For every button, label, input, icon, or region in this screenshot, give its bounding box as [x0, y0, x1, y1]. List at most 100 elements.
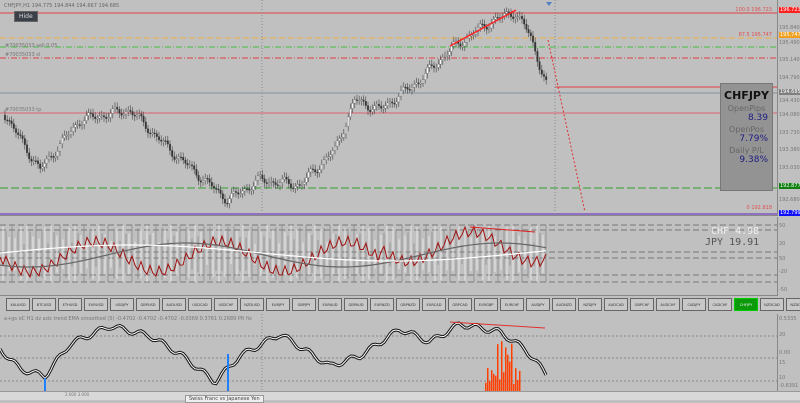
candle [191, 164, 193, 167]
candle [158, 136, 160, 141]
candle [345, 126, 347, 135]
price-chart[interactable] [0, 0, 777, 216]
candle [312, 168, 314, 171]
symbol-button-audjpy[interactable]: AUDJPY [526, 298, 550, 311]
candle [246, 188, 248, 190]
candle [494, 17, 497, 20]
candle [140, 113, 143, 117]
candle [512, 16, 515, 19]
candle [342, 133, 345, 138]
trend-line [449, 321, 546, 329]
price-axis-label: 194.790 [779, 75, 800, 81]
daily-pl-value: 9.38% [739, 155, 768, 165]
histogram-bar [491, 370, 493, 391]
symbol-button-usdjpy[interactable]: USDJPY [110, 298, 134, 311]
candle [50, 156, 53, 158]
candle [116, 106, 119, 110]
symbol-button-eurchf[interactable]: EURCHF [500, 298, 524, 311]
symbol-button-gbpjpy[interactable]: GBPJPY [292, 298, 316, 311]
candle [543, 74, 545, 77]
candle [142, 115, 145, 123]
indicator-pane-2[interactable] [0, 314, 777, 391]
candle [197, 175, 200, 181]
axis-label: 0.5335 [779, 316, 797, 322]
symbol-button-audcad[interactable]: AUDCAD [604, 298, 628, 311]
candle [28, 152, 31, 160]
symbol-button-eurjpy[interactable]: EURJPY [266, 298, 290, 311]
currency-strength-chf: CHF 4.98 [711, 226, 760, 237]
symbol-button-chfjpy[interactable]: CHFJPY [734, 298, 758, 311]
symbol-button-audnzd[interactable]: AUDNZD [552, 298, 576, 311]
symbol-button-cadchf[interactable]: CADCHF [708, 298, 732, 311]
histogram-bar [485, 382, 487, 391]
candle [296, 184, 299, 187]
chart-title: CHFJPY,H1 194.775 194.844 194.667 194.68… [4, 3, 120, 9]
candle [417, 82, 420, 85]
candle [166, 140, 169, 145]
symbol-button-gbpcad[interactable]: GBPCAD [448, 298, 472, 311]
symbol-button-nzdusd[interactable]: NZDUSD [240, 298, 264, 311]
status-bar: 2.000 3.000 [0, 391, 800, 400]
symbol-button-xauusd[interactable]: XAUUSD [6, 298, 30, 311]
price-chart-canvas[interactable] [0, 0, 777, 216]
candle [26, 144, 28, 153]
symbol-button-gbpusd[interactable]: GBPUSD [136, 298, 160, 311]
axis-label: -20 [779, 269, 788, 275]
price-axis: 196.723 195.840 195.747 195.490 195.140 194.7… [777, 0, 800, 216]
symbol-button-audchf[interactable]: AUDCHF [656, 298, 680, 311]
candle [149, 132, 152, 135]
candle [228, 198, 231, 204]
symbol-button-eurnzd[interactable]: EURNZD [370, 298, 394, 311]
symbol-button-audusd[interactable]: AUDUSD [162, 298, 186, 311]
candle [485, 26, 488, 30]
candle [87, 112, 90, 116]
symbol-button-gbpnzd[interactable]: GBPNZD [396, 298, 420, 311]
candle [459, 43, 462, 47]
candle [155, 133, 158, 137]
symbol-button-nzdcad[interactable]: NZDCAD [760, 298, 784, 311]
indicator-1-axis: 50 20 50 -20 -50 [777, 217, 800, 296]
symbol-button-cadjpy[interactable]: CADJPY [682, 298, 706, 311]
symbol-button-eurusd[interactable]: EURUSD [84, 298, 108, 311]
price-axis-label: 192.680 [779, 197, 800, 203]
symbol-button-gbpaud[interactable]: GBPAUD [344, 298, 368, 311]
indicator-2-canvas [0, 314, 777, 391]
candle [334, 145, 336, 151]
symbol-button-gbpchf[interactable]: GBPCHF [630, 298, 654, 311]
symbol-button-nzdjpy[interactable]: NZDJPY [578, 298, 602, 311]
candle [248, 188, 251, 191]
candle [120, 112, 123, 116]
symbol-button-euraud[interactable]: EURAUD [318, 298, 342, 311]
candle [96, 118, 99, 120]
indicator-1-canvas [0, 224, 777, 283]
candle [10, 120, 13, 124]
candle [257, 175, 259, 181]
hide-button[interactable]: Hide [14, 11, 38, 22]
symbol-button-nzdchf[interactable]: NZDCHF [786, 298, 800, 311]
candle [259, 174, 262, 177]
candle [188, 164, 191, 167]
symbol-button-btcusd[interactable]: BTCUSD [32, 298, 56, 311]
candle [252, 186, 255, 191]
candle [56, 151, 59, 157]
symbol-button-usdcad[interactable]: USDCAD [188, 298, 212, 311]
symbol-button-ethusd[interactable]: ETHUSD [58, 298, 82, 311]
symbol-button-eurgbp[interactable]: EURGBP [474, 298, 498, 311]
axis-label: 15 [779, 360, 786, 366]
candle [186, 163, 189, 166]
symbol-button-eurcad[interactable]: EURCAD [422, 298, 446, 311]
candle [206, 178, 209, 180]
axis-label: 20 [779, 241, 786, 247]
candle [287, 179, 290, 184]
symbol-button-usdchf[interactable]: USDCHF [214, 298, 238, 311]
histogram-bar [497, 344, 499, 391]
trade-info-panel: CHFJPY OpenPips 8.39 OpenPos 7.79% Daily… [720, 83, 773, 191]
candle [325, 157, 328, 160]
candle [17, 132, 20, 135]
indicator-pane-1[interactable] [0, 217, 777, 296]
candle [61, 137, 64, 144]
candle [318, 169, 321, 173]
price-axis-label: 193.730 [779, 130, 800, 136]
candle [263, 178, 266, 183]
candle [479, 23, 482, 28]
